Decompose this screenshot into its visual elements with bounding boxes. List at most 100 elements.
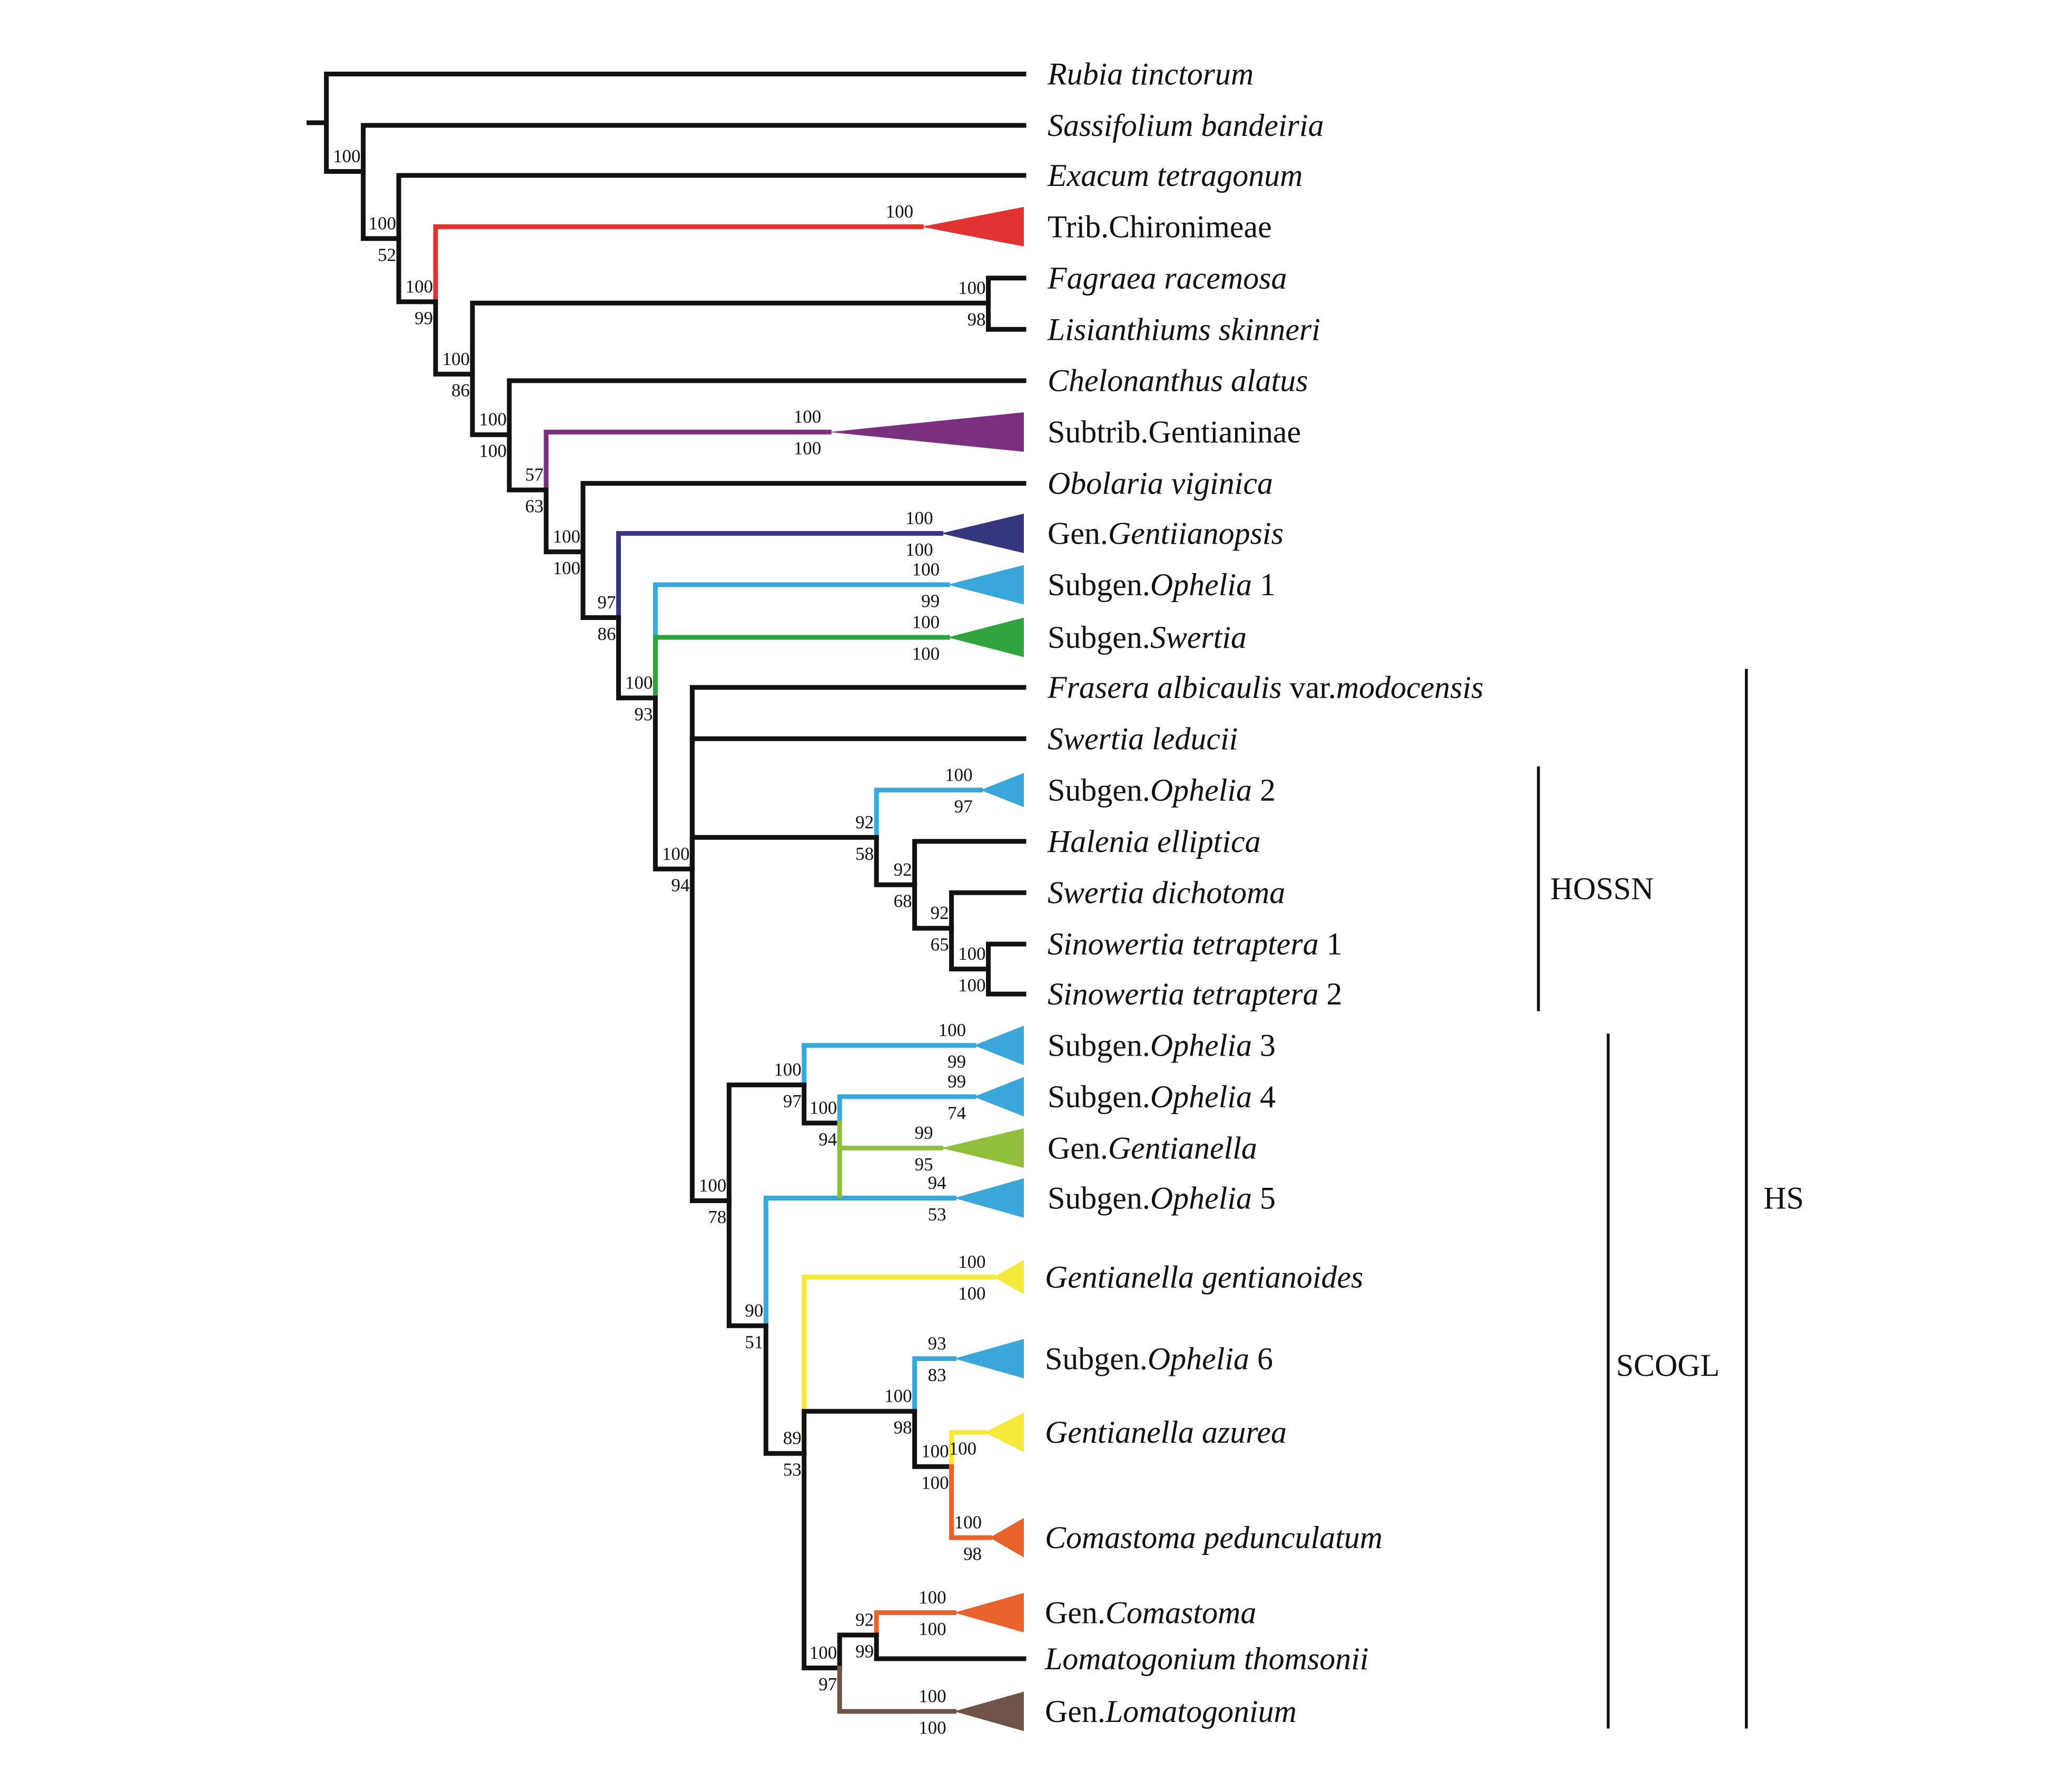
bootstrap-value: 100 bbox=[958, 1252, 985, 1272]
clade-branch bbox=[396, 236, 438, 304]
posterior-value: 100 bbox=[919, 1619, 946, 1639]
support-values: 1001005210099100100861009810010057631001… bbox=[333, 146, 985, 1738]
posterior-value: 100 bbox=[794, 438, 821, 459]
taxon-label: Subgen.Ophelia 2 bbox=[1048, 773, 1276, 808]
bootstrap-value: 100 bbox=[886, 201, 913, 222]
taxon-branch bbox=[763, 1195, 957, 1328]
collapsed-clade-triangle bbox=[941, 514, 1024, 554]
bootstrap-value: 100 bbox=[921, 1441, 949, 1462]
taxon-label-part: Ophelia bbox=[1150, 567, 1252, 602]
taxon-label-part: Subtrib.Gentianinae bbox=[1048, 415, 1301, 449]
posterior-value: 52 bbox=[378, 244, 396, 265]
posterior-value: 68 bbox=[894, 891, 912, 911]
taxon-label: Gen.Lomatogonium bbox=[1045, 1694, 1297, 1729]
bootstrap-value: 100 bbox=[774, 1059, 801, 1080]
bootstrap-value: 100 bbox=[406, 276, 433, 297]
taxon-branch bbox=[433, 224, 924, 304]
taxon-branch bbox=[689, 736, 1026, 872]
posterior-value: 97 bbox=[783, 1091, 802, 1111]
taxon-label-part: Ophelia bbox=[1150, 1079, 1252, 1114]
bootstrap-value: 89 bbox=[783, 1428, 802, 1449]
posterior-value: 99 bbox=[921, 591, 940, 612]
posterior-value: 99 bbox=[947, 1051, 966, 1072]
clade-branch bbox=[726, 1082, 807, 1203]
collapsed-clade-triangle bbox=[829, 412, 1024, 452]
taxon-branch bbox=[949, 1464, 992, 1540]
posterior-value: 86 bbox=[451, 380, 470, 401]
taxon-label: Halenia elliptica bbox=[1047, 824, 1261, 859]
taxon-label: Comastoma pedunculatum bbox=[1045, 1520, 1383, 1555]
taxon-label-part: Lomatogonium bbox=[1105, 1694, 1297, 1729]
taxon-label-part: Gen. bbox=[1045, 1596, 1106, 1630]
bootstrap-value: 100 bbox=[479, 409, 507, 430]
taxon-label-part: Subgen. bbox=[1048, 567, 1150, 602]
taxon-label: Subgen.Ophelia 5 bbox=[1048, 1180, 1276, 1215]
taxon-branch bbox=[986, 967, 1026, 997]
taxon-branch bbox=[837, 1666, 957, 1714]
taxon-label: Subgen.Ophelia 1 bbox=[1048, 567, 1276, 602]
clade-branch bbox=[763, 1323, 807, 1456]
taxon-branch bbox=[912, 839, 1026, 888]
posterior-value: 99 bbox=[855, 1641, 874, 1662]
bootstrap-value: 100 bbox=[945, 764, 972, 785]
posterior-value: 100 bbox=[905, 539, 933, 560]
collapsed-clade-triangle bbox=[993, 1259, 1024, 1294]
bootstrap-value: 92 bbox=[931, 903, 949, 923]
taxon-branch bbox=[507, 378, 1026, 437]
posterior-value: 100 bbox=[958, 975, 985, 996]
taxon-label-part: 1 bbox=[1252, 567, 1276, 602]
taxon-label-part: Ophelia bbox=[1150, 1180, 1252, 1215]
taxon-label-part: Swertia dichotoma bbox=[1048, 875, 1285, 910]
posterior-value: 94 bbox=[671, 875, 689, 895]
posterior-value: 97 bbox=[818, 1674, 837, 1695]
taxon-label-part: modocensis bbox=[1336, 670, 1484, 705]
collapsed-clade-triangle bbox=[990, 1518, 1024, 1558]
bootstrap-value: 100 bbox=[333, 146, 360, 166]
clade-branch bbox=[470, 300, 991, 377]
bootstrap-value: 100 bbox=[552, 526, 580, 547]
taxon-label: Subgen.Ophelia 6 bbox=[1045, 1341, 1273, 1376]
taxon-label-part: Gentianella bbox=[1108, 1130, 1257, 1165]
posterior-value: 98 bbox=[963, 1544, 982, 1564]
posterior-value: 100 bbox=[912, 643, 940, 664]
posterior-value: 100 bbox=[921, 1473, 949, 1493]
bootstrap-value: 100 bbox=[794, 407, 821, 427]
taxon-label-part: Comastoma bbox=[1106, 1596, 1256, 1630]
taxon-branch bbox=[986, 941, 1026, 972]
clade-branch bbox=[616, 615, 658, 701]
taxon-label: Gen.Gentianella bbox=[1048, 1130, 1257, 1165]
bootstrap-value: 100 bbox=[662, 843, 689, 864]
taxon-label-part: Subgen. bbox=[1045, 1341, 1148, 1376]
taxon-label-part: Gen. bbox=[1048, 516, 1108, 551]
posterior-value: 100 bbox=[919, 1717, 946, 1738]
bootstrap-value: 100 bbox=[442, 349, 470, 369]
taxon-label-part: Trib.Chironimeae bbox=[1048, 209, 1272, 244]
group-label-scogl: SCOGL bbox=[1616, 1348, 1720, 1383]
bootstrap-value: 100 bbox=[625, 672, 653, 693]
bootstrap-value: 100 bbox=[912, 612, 940, 633]
taxon-branch bbox=[874, 787, 983, 840]
taxon-branch bbox=[986, 275, 1026, 306]
bootstrap-value: 57 bbox=[525, 465, 544, 485]
collapsed-clade-triangle bbox=[954, 1593, 1024, 1633]
taxon-label-part: Lisianthiums skinneri bbox=[1047, 312, 1320, 347]
posterior-value: 100 bbox=[479, 441, 507, 461]
taxon-branch bbox=[949, 1430, 987, 1469]
taxon-label-part: Subgen. bbox=[1048, 773, 1150, 808]
bootstrap-value: 100 bbox=[369, 213, 396, 233]
taxon-branch bbox=[324, 72, 1026, 125]
collapsed-clade-triangle bbox=[941, 1128, 1024, 1168]
posterior-value: 74 bbox=[947, 1103, 966, 1124]
taxon-label-part: Gentianella gentianoides bbox=[1045, 1259, 1363, 1294]
taxon-label-part: 2 bbox=[1252, 773, 1276, 808]
bootstrap-value: 100 bbox=[912, 559, 940, 580]
taxon-label-part: Obolaria viginica bbox=[1048, 466, 1273, 501]
taxon-branch bbox=[396, 173, 1026, 241]
taxon-branch bbox=[949, 890, 1026, 931]
posterior-value: 97 bbox=[954, 796, 973, 816]
taxon-label: Lisianthiums skinneri bbox=[1047, 312, 1320, 347]
collapsed-clade-triangle bbox=[954, 1178, 1024, 1218]
taxon-label: Gen.Comastoma bbox=[1045, 1596, 1256, 1630]
clade-branch bbox=[726, 1198, 768, 1328]
taxon-branch bbox=[544, 429, 832, 493]
